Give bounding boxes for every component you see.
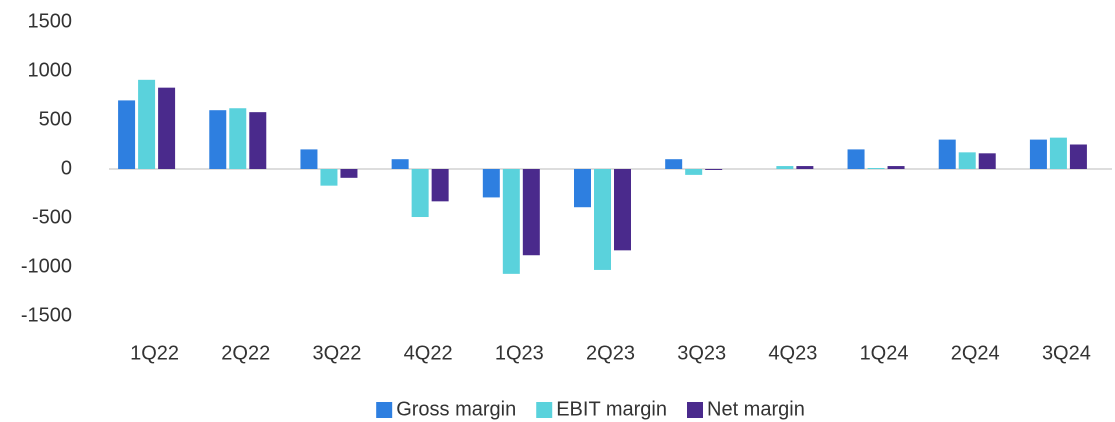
x-tick-label: 1Q24 — [860, 342, 909, 364]
bar — [411, 169, 429, 218]
legend-swatch — [376, 402, 393, 418]
bar — [522, 169, 540, 256]
bar — [776, 166, 794, 169]
bar — [482, 169, 500, 198]
bar — [340, 169, 358, 178]
y-tick-label: -500 — [32, 206, 72, 228]
legend-label: EBIT margin — [556, 398, 667, 420]
bar — [249, 112, 267, 169]
bar — [938, 139, 956, 169]
x-tick-label: 2Q24 — [951, 342, 1000, 364]
legend-label: Gross margin — [396, 398, 516, 420]
x-tick-label: 1Q22 — [130, 342, 179, 364]
legend-swatch — [687, 402, 703, 418]
bar — [978, 153, 996, 169]
bar — [887, 166, 905, 169]
legend-label: Net margin — [707, 398, 805, 420]
bar — [958, 152, 976, 169]
y-tick-label: 500 — [39, 108, 72, 130]
y-tick-label: 0 — [61, 157, 72, 179]
bar — [705, 169, 723, 170]
x-tick-label: 3Q23 — [677, 342, 726, 364]
bar — [502, 169, 520, 274]
x-tick-label: 2Q23 — [586, 342, 635, 364]
y-tick-label: -1000 — [21, 255, 72, 277]
bar — [847, 149, 865, 169]
bar — [1049, 137, 1067, 169]
bar — [229, 108, 247, 169]
y-tick-label: -1500 — [21, 304, 72, 326]
bar — [594, 169, 611, 270]
bar — [431, 169, 449, 202]
x-tick-label: 4Q23 — [768, 342, 817, 364]
bar — [391, 159, 409, 169]
bar — [574, 169, 591, 208]
bar — [614, 169, 631, 251]
bar — [300, 149, 318, 169]
bar — [209, 110, 227, 169]
y-tick-label: 1500 — [28, 10, 73, 32]
x-tick-label: 3Q24 — [1042, 342, 1091, 364]
x-tick-label: 3Q22 — [312, 342, 361, 364]
bar — [1029, 139, 1047, 169]
bar — [1069, 144, 1087, 169]
bar — [665, 159, 683, 169]
bar — [867, 168, 885, 169]
x-tick-label: 2Q22 — [221, 342, 270, 364]
bar — [118, 100, 136, 169]
x-tick-label: 1Q23 — [495, 342, 544, 364]
bar — [138, 79, 156, 169]
x-tick-label: 4Q22 — [404, 342, 453, 364]
bar — [158, 87, 176, 169]
bar — [685, 169, 703, 175]
legend-swatch — [536, 402, 553, 418]
bar — [320, 169, 338, 186]
bar — [796, 166, 814, 169]
y-tick-label: 1000 — [28, 59, 73, 81]
